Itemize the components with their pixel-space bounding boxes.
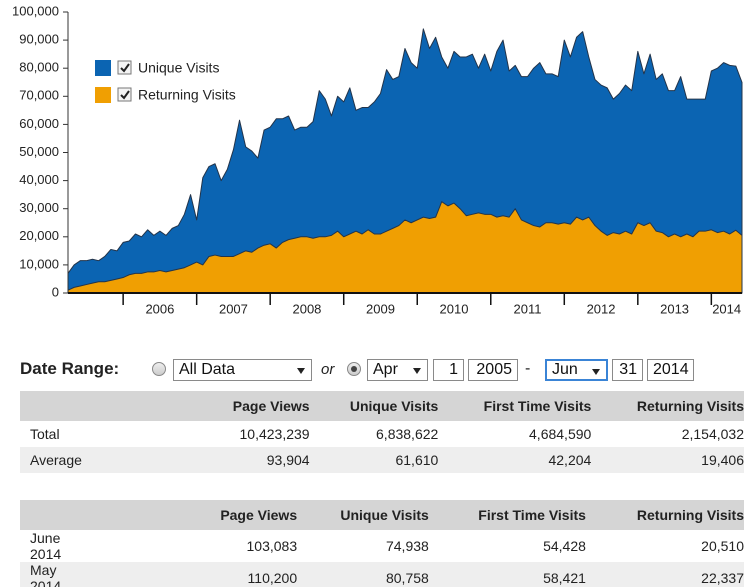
cell: 110,200	[61, 562, 298, 587]
header-cell: Returning Visits	[585, 500, 744, 530]
chart: 0 10,000 20,000 30,000 40,000 50,000 60,000 70,…	[12, 3, 743, 316]
cell: 4,684,590	[529, 426, 592, 442]
legend-check	[120, 63, 130, 73]
table-row: Total 10,423,239 6,838,622 4,684,590 2,154,0…	[20, 421, 744, 447]
to-month[interactable]: Jun	[545, 359, 608, 381]
cell: 19,406	[591, 447, 744, 473]
x-tick-label: 2011	[514, 301, 542, 316]
or-label: or	[321, 361, 335, 378]
y-tick-label: 30,000	[19, 200, 59, 215]
header-cell	[20, 500, 62, 530]
y-tick-label: 10,000	[19, 256, 59, 271]
header-cell: First Time Visits	[438, 391, 592, 421]
header-cell: Unique Visits	[297, 500, 429, 530]
y-tick-label: 100,000	[12, 3, 59, 18]
summary-table: Page Views Unique Visits First Time Visits…	[20, 391, 744, 473]
cell: 58,421	[428, 562, 586, 587]
legend-swatch	[95, 60, 111, 76]
x-tick-label: 2010	[440, 301, 469, 316]
radio-range[interactable]	[347, 362, 361, 376]
y-tick-label: 50,000	[19, 144, 59, 159]
cell: 20,510	[701, 538, 744, 554]
table-row: Average 93,904 61,610 42,204 19,406	[20, 447, 744, 473]
to-year[interactable]: 2014	[647, 359, 694, 381]
cell: 54,428	[543, 538, 586, 554]
from-year[interactable]: 2005	[468, 359, 518, 381]
header-cell: Unique Visits	[309, 391, 439, 421]
x-tick-label: 2008	[292, 301, 321, 316]
cell: 6,838,622	[376, 426, 439, 442]
y-tick-label: 20,000	[19, 228, 59, 243]
row-label: Total	[30, 426, 60, 442]
header-cell: Page Views	[81, 391, 310, 421]
dash: -	[525, 360, 531, 377]
cell: 61,610	[309, 447, 439, 473]
cell: 2,154,032	[681, 426, 744, 442]
table-row: May 2014 110,200 80,758 58,421 22,337	[20, 562, 744, 587]
to-day[interactable]: 31	[612, 359, 643, 381]
legend-checkbox[interactable]	[117, 60, 132, 75]
x-tick-label: 2006	[145, 301, 174, 316]
cell: 93,904	[81, 447, 310, 473]
cell: 22,337	[585, 562, 744, 587]
y-tick-label: 70,000	[19, 88, 59, 103]
y-tick-label: 40,000	[19, 172, 59, 187]
header-cell: Returning Visits	[591, 391, 744, 421]
cell: 10,423,239	[239, 426, 310, 442]
x-tick-label: 2007	[219, 301, 248, 316]
y-tick-label: 0	[52, 284, 59, 299]
area	[67, 201, 743, 294]
x-tick-label: 2013	[660, 301, 689, 316]
cell: 42,204	[438, 447, 592, 473]
x-tick-label: 2012	[587, 301, 616, 316]
header-cell	[20, 391, 82, 421]
cell: 80,758	[297, 562, 429, 587]
y-tick-label: 90,000	[19, 32, 59, 47]
x-tick-label: 2014	[712, 301, 741, 316]
legend-label: Returning Visits	[138, 87, 236, 103]
header-row: Page Views Unique Visits First Time Visits…	[20, 391, 744, 421]
from-day[interactable]: 1	[433, 359, 464, 381]
y-tick-label: 60,000	[19, 116, 59, 131]
row-label: June 2014	[30, 530, 62, 562]
y-tick-label: 80,000	[19, 60, 59, 75]
radio-all[interactable]	[152, 362, 166, 376]
cell: 103,083	[246, 538, 298, 554]
legend-checkbox[interactable]	[117, 87, 132, 102]
x-tick-label: 2009	[366, 301, 395, 316]
header-row: Page Views Unique Visits First Time Visits…	[20, 500, 744, 530]
legend-check	[120, 90, 130, 100]
header-cell: Page Views	[61, 500, 298, 530]
table-row: June 2014 103,083 74,938 54,428 20,510	[20, 530, 744, 562]
row-label: Average	[20, 447, 82, 473]
preset-select[interactable]: All Data	[173, 359, 312, 381]
row-label: May 2014	[20, 562, 62, 587]
monthly-table: Page Views Unique Visits First Time Visits…	[20, 500, 744, 587]
cell: 74,938	[385, 538, 429, 554]
header-cell: First Time Visits	[428, 500, 586, 530]
legend-label: Unique Visits	[138, 60, 219, 76]
from-month[interactable]: Apr	[367, 359, 428, 381]
legend-swatch	[95, 87, 111, 103]
date-range-label: Date Range:	[20, 359, 120, 378]
